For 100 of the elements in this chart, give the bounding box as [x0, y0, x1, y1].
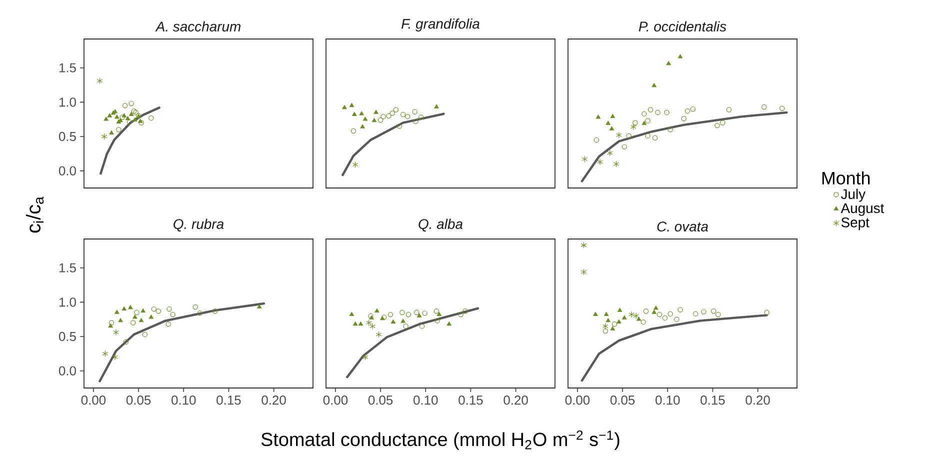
point	[714, 122, 720, 128]
point	[681, 116, 686, 122]
point	[678, 54, 683, 58]
point	[655, 110, 660, 116]
point	[652, 135, 658, 140]
point	[130, 320, 136, 326]
point	[701, 309, 706, 314]
point	[626, 133, 632, 138]
x-tick-label: 0.15	[700, 396, 725, 405]
point	[616, 319, 622, 324]
point	[359, 111, 364, 116]
point	[122, 103, 128, 108]
point	[403, 324, 408, 329]
point	[654, 306, 658, 310]
point	[633, 312, 639, 320]
point	[666, 61, 671, 66]
point	[170, 312, 176, 318]
point	[113, 329, 119, 336]
point	[107, 113, 112, 118]
x-tick-label: 0.20	[504, 396, 528, 405]
point	[140, 308, 146, 313]
point	[436, 312, 442, 316]
point	[645, 118, 650, 124]
point	[148, 314, 154, 319]
line-series	[100, 106, 160, 175]
point	[434, 104, 439, 108]
point	[142, 332, 148, 338]
x-tick-label: 0.20	[262, 396, 286, 405]
point	[764, 310, 770, 316]
legend-label: July	[840, 188, 866, 202]
point	[446, 322, 452, 326]
point	[129, 112, 134, 116]
point	[602, 328, 608, 334]
point	[400, 318, 406, 323]
point	[104, 116, 108, 121]
point	[370, 322, 376, 330]
point	[413, 118, 418, 124]
point	[596, 114, 601, 119]
y-tick-label: 1.5	[59, 63, 76, 72]
point	[613, 160, 620, 168]
point	[582, 156, 588, 162]
point	[352, 112, 357, 116]
point	[122, 113, 126, 118]
point	[128, 305, 133, 310]
point	[138, 318, 144, 322]
point	[580, 242, 587, 248]
point	[656, 312, 662, 318]
x-tick-label: 0.15	[216, 396, 241, 405]
point	[622, 144, 627, 150]
x-tick-label: 0.00	[81, 396, 106, 405]
point	[462, 308, 468, 314]
point	[138, 120, 144, 126]
point	[120, 114, 125, 120]
point	[114, 310, 120, 314]
point	[780, 106, 785, 111]
point	[652, 83, 656, 88]
point	[711, 308, 716, 314]
point	[652, 310, 656, 314]
point	[132, 117, 138, 122]
point	[417, 313, 422, 318]
x-tick-label: 0.05	[368, 396, 393, 405]
point	[388, 312, 394, 318]
point	[376, 331, 382, 338]
point	[349, 312, 354, 316]
point	[360, 124, 365, 128]
x-tick-label: 0.10	[656, 396, 680, 405]
point	[126, 119, 132, 125]
point	[404, 114, 410, 120]
chart-title: Q. rubra	[174, 218, 224, 232]
point	[108, 320, 114, 326]
x-tick-label: 0.15	[458, 396, 483, 405]
point	[616, 132, 622, 138]
point	[690, 106, 696, 112]
point	[134, 310, 140, 316]
x-tick-label: 0.20	[746, 396, 770, 405]
chart-title: F. grandifolia	[402, 18, 480, 32]
y-axis-title: c$_{i}$/c$_{a}$	[26, 196, 44, 233]
point	[726, 107, 732, 112]
y-tick-label: 0.5	[58, 132, 76, 142]
point	[109, 130, 114, 135]
point	[607, 150, 613, 156]
point	[114, 114, 120, 119]
point	[762, 104, 767, 110]
point	[684, 108, 690, 114]
point	[640, 319, 646, 325]
point	[148, 115, 154, 121]
point	[400, 310, 405, 316]
point	[400, 112, 406, 118]
point	[692, 311, 698, 316]
point	[414, 310, 420, 316]
point	[116, 127, 122, 132]
point	[636, 316, 642, 321]
point	[604, 312, 609, 316]
point	[618, 308, 622, 312]
point	[151, 306, 156, 312]
point	[128, 100, 134, 106]
point	[422, 310, 428, 316]
line-series	[98, 302, 266, 382]
point	[418, 114, 424, 120]
point	[642, 111, 647, 116]
